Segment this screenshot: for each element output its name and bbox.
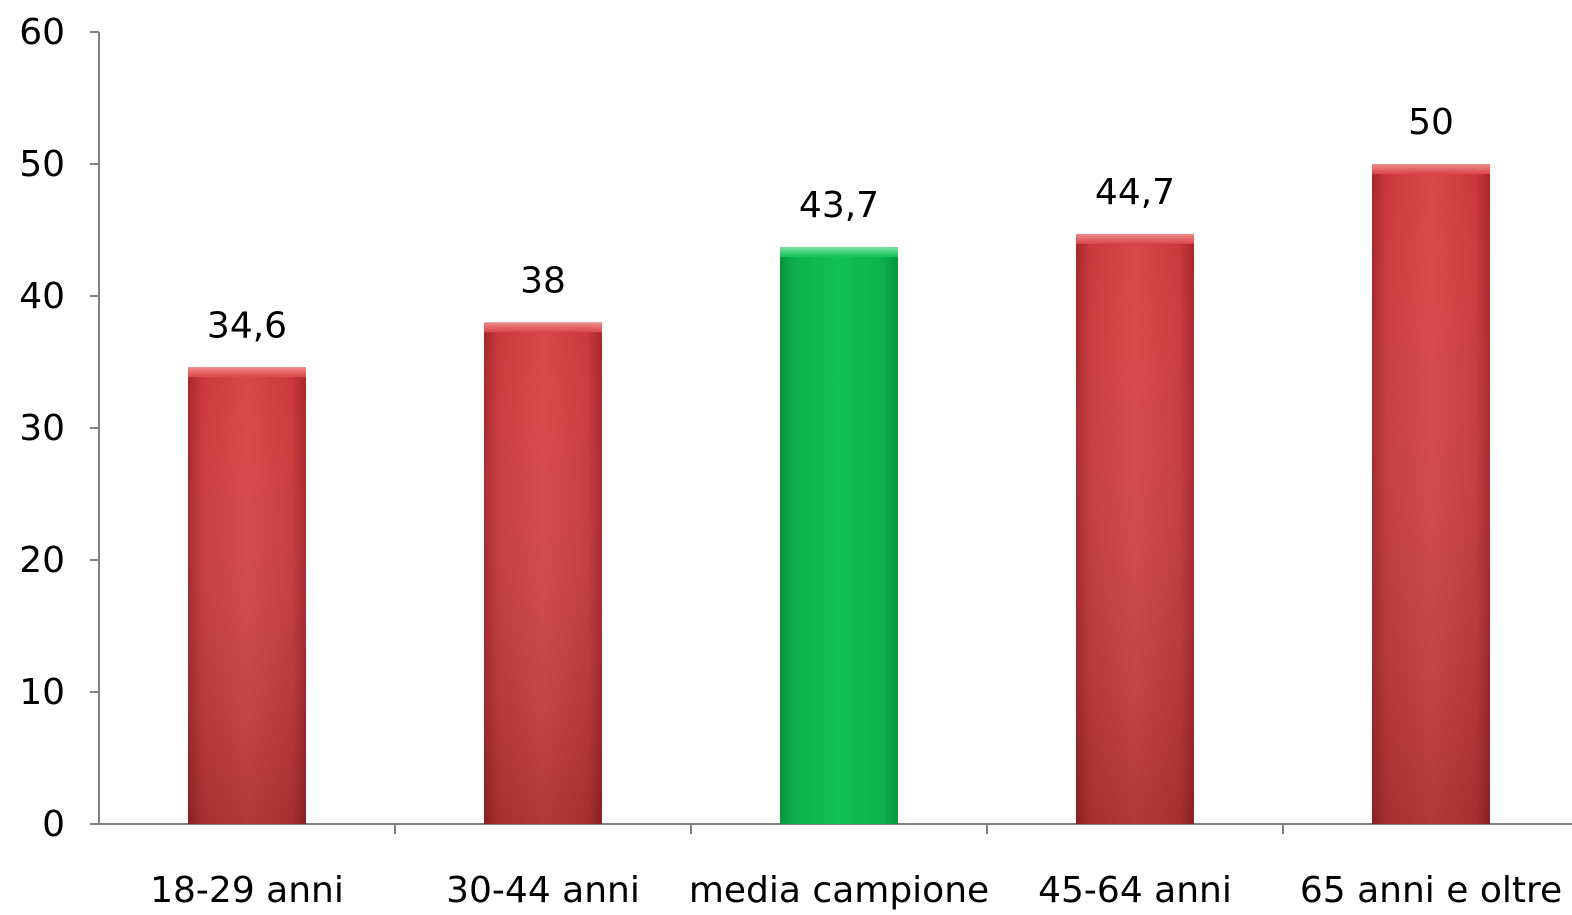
x-category-label: 30-44 anni <box>446 870 640 911</box>
bar-3 <box>780 247 898 824</box>
x-category-label: 65 anni e oltre <box>1300 870 1562 911</box>
data-label: 44,7 <box>1095 172 1175 213</box>
bar-top-highlight <box>188 367 306 378</box>
data-label: 38 <box>520 260 566 301</box>
y-tick-label: 20 <box>19 540 65 581</box>
bar-body <box>780 247 898 824</box>
y-tick-label: 50 <box>19 144 65 185</box>
bar-4 <box>1076 233 1194 824</box>
bar-top-highlight <box>780 247 898 258</box>
bar-shade <box>188 367 306 824</box>
x-category-label: 45-64 anni <box>1038 870 1232 911</box>
bar-shade <box>1076 233 1194 824</box>
data-label: 50 <box>1408 102 1454 143</box>
bars <box>188 164 1490 824</box>
y-tick-label: 10 <box>19 672 65 713</box>
y-tick-label: 40 <box>19 276 65 317</box>
data-label: 34,6 <box>207 305 287 346</box>
bar-top-highlight <box>484 322 602 333</box>
bar-top-highlight <box>1076 233 1194 244</box>
labels: 34,6 18-29 anni 38 30-44 anni 43,7 media camp… <box>150 102 1562 911</box>
bar-5 <box>1372 164 1490 824</box>
bar-shade <box>1372 164 1490 824</box>
y-tick-label: 60 <box>19 12 65 53</box>
bar-1 <box>188 367 306 824</box>
data-label: 43,7 <box>799 185 879 226</box>
x-category-label: media campione <box>689 870 989 911</box>
y-tick-label: 30 <box>19 408 65 449</box>
axes: 0 10 20 30 40 50 60 <box>19 12 1572 845</box>
bar-top-highlight <box>1372 164 1490 174</box>
x-category-label: 18-29 anni <box>150 870 344 911</box>
bar-shade <box>484 322 602 824</box>
bar-2 <box>484 322 602 824</box>
y-tick-label: 0 <box>42 804 65 845</box>
